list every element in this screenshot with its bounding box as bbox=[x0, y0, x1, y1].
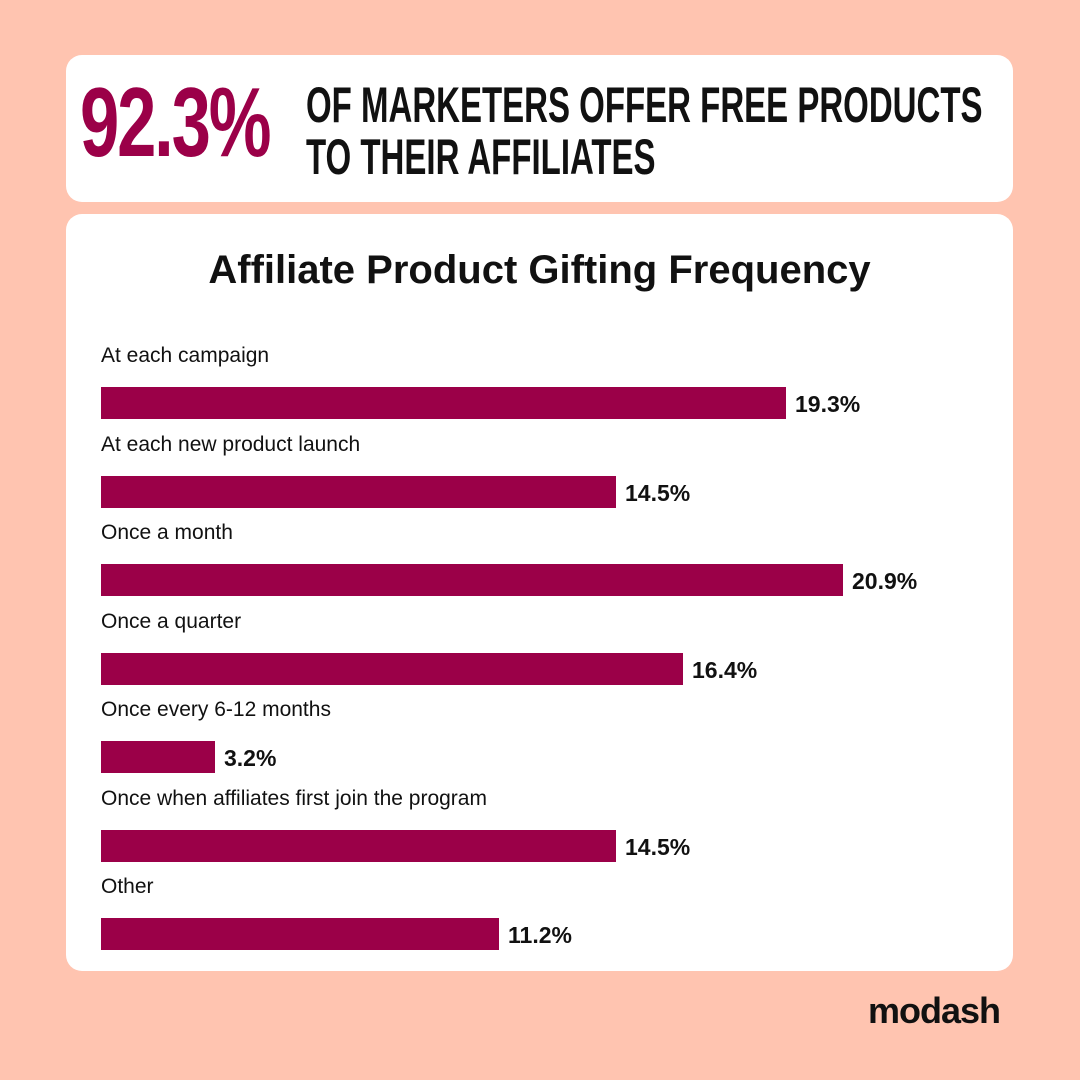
bar-category-label: Other bbox=[101, 875, 154, 898]
headline-line-2: to their affiliates bbox=[306, 129, 656, 185]
bar-value-label: 19.3% bbox=[795, 391, 861, 417]
bar-value-label: 14.5% bbox=[625, 833, 691, 860]
bar-value-label: 20.9% bbox=[852, 568, 918, 594]
bar-chart: At each campaign 19.3% At each new product… bbox=[66, 214, 1013, 971]
bar-category-label: Once a month bbox=[101, 521, 233, 544]
chart-title: Affiliate Product Gifting Frequency bbox=[208, 248, 871, 292]
bar bbox=[101, 387, 786, 419]
bar-category-label: At each campaign bbox=[101, 344, 270, 367]
bar-value-label: 11.2% bbox=[508, 922, 572, 948]
bar bbox=[101, 918, 499, 950]
headline-text: Of marketers offer free products to thei… bbox=[306, 77, 983, 185]
bar-category-label: Once when affiliates first join the prog… bbox=[101, 786, 487, 810]
headline-card: 92.3% Of marketers offer free products t… bbox=[66, 55, 1013, 202]
chart-card: Affiliate Product Gifting Frequency At e… bbox=[66, 214, 1013, 971]
bar bbox=[101, 475, 616, 508]
headline-line-1: Of marketers offer free products bbox=[306, 77, 983, 133]
bar bbox=[101, 829, 616, 862]
bar-value-label: 16.4% bbox=[692, 656, 758, 683]
bar bbox=[101, 652, 683, 685]
bar-category-label: At each new product launch bbox=[101, 432, 361, 456]
bar bbox=[101, 741, 215, 773]
bar-value-label: 14.5% bbox=[625, 479, 691, 506]
bar-value-label: 3.2% bbox=[224, 745, 277, 771]
bar-category-label: Once every 6-12 months bbox=[101, 698, 331, 721]
headline-stat: 92.3% bbox=[80, 67, 271, 177]
bar bbox=[101, 564, 843, 596]
bar-category-label: Once a quarter bbox=[101, 609, 242, 633]
brand-logo: modash bbox=[867, 990, 1001, 1031]
